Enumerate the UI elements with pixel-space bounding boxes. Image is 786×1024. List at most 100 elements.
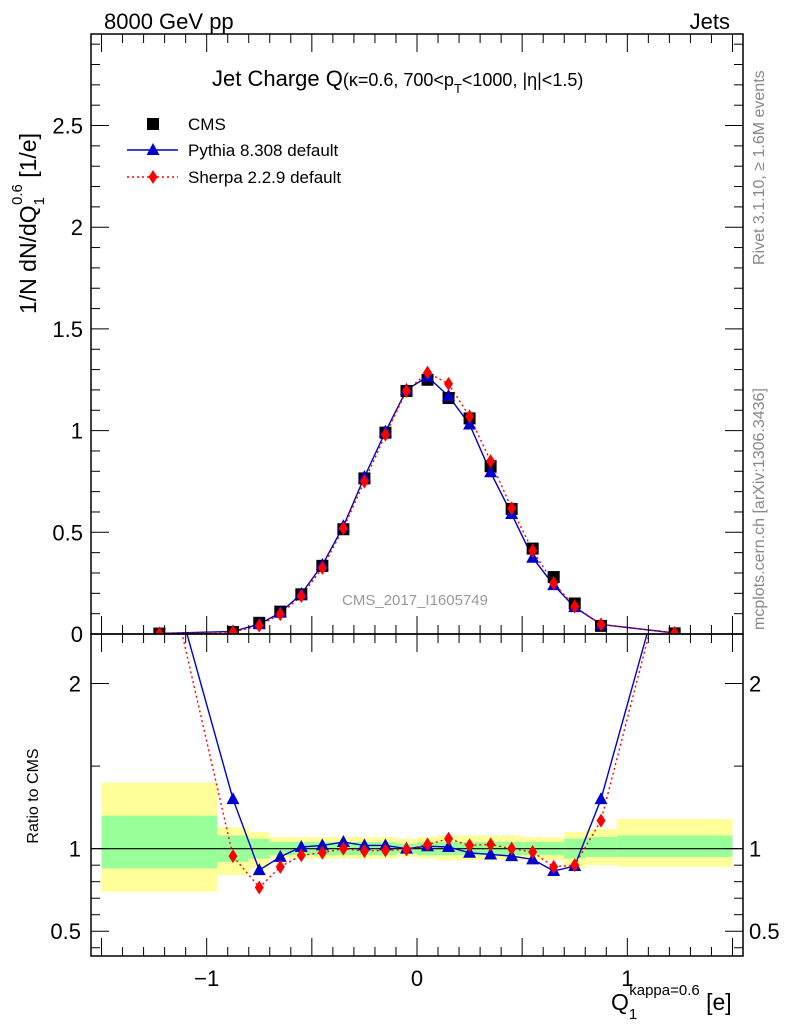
y-axis-label-main: 1/N dN/dQ <box>15 205 41 314</box>
sherpa-ratio-point <box>359 844 369 859</box>
sherpa-point <box>380 427 390 442</box>
uncertainty-bands <box>101 782 733 892</box>
sherpa-point <box>507 501 517 516</box>
sherpa-ratio-point <box>317 845 327 860</box>
pythia-ratio-point <box>315 838 329 851</box>
sherpa-point <box>549 576 559 591</box>
sherpa-point <box>528 543 538 558</box>
sherpa-point <box>228 625 238 634</box>
sherpa-ratio-point <box>380 843 390 858</box>
pythia-ratio-point <box>336 835 350 848</box>
ratio-y-axis-label: Ratio to CMS <box>25 748 42 843</box>
sherpa-point <box>465 409 475 424</box>
sherpa-point <box>275 607 285 622</box>
header-energy-label: 8000 GeV pp <box>104 9 234 34</box>
plot-title-sub-subscript: T <box>454 81 462 96</box>
rivet-version-label: Rivet 3.1.10, ≥ 1.6M events <box>751 70 768 265</box>
sherpa-ratio-point <box>570 858 580 873</box>
main-panel-markers <box>153 365 681 634</box>
header-process-label: Jets <box>690 9 730 34</box>
ratio-panel: 0.5 0.5 1 1 2 2 −1 0 1 <box>50 633 780 991</box>
y-axis-label: 1/N dN/dQ1 0.6 [1/e] <box>9 133 48 314</box>
mcplots-reference-label: mcplots.cern.ch [arXiv:1306.3436] <box>751 388 768 630</box>
main-y-tick-label: 0 <box>71 622 83 647</box>
legend: CMS Pythia 8.308 default Sherpa 2.2.9 defa… <box>127 115 341 187</box>
pythia-point <box>484 465 498 478</box>
x-axis-label-superscript: kappa=0.6 <box>629 982 699 999</box>
x-axis-label-main: Q <box>611 989 629 1015</box>
legend-label-cms: CMS <box>188 115 226 134</box>
sherpa-point <box>154 626 164 634</box>
sherpa-ratio-point <box>228 849 238 864</box>
x-axis-label: Q1 kappa=0.6 [e] <box>611 982 732 1023</box>
ratio-y-tick-label-right: 1 <box>749 837 761 862</box>
x-tick-label: 0 <box>411 966 423 991</box>
sherpa-ratio-point <box>423 837 433 852</box>
main-y-tick-label: 2 <box>71 215 83 240</box>
plot-title-sub-b: <1000, |η|<1.5) <box>462 70 583 90</box>
y-axis-label-subscript: 1 <box>31 197 48 205</box>
main-y-tick-label: 0.5 <box>52 520 83 545</box>
pythia-ratio-point <box>226 792 240 805</box>
y-axis-label-unit: [1/e] <box>15 133 41 184</box>
sherpa-point <box>296 588 306 603</box>
pythia-point <box>463 417 477 430</box>
y-axis-label-superscript: 0.6 <box>9 184 26 205</box>
ratio-y-tick-label-left: 1 <box>69 837 81 862</box>
sherpa-ratio-point <box>507 841 517 856</box>
main-y-tick-label: 1.5 <box>52 317 83 342</box>
uncertainty-band-green <box>101 815 218 869</box>
sherpa-ratio-point <box>444 831 454 846</box>
ratio-panel-markers <box>226 792 608 895</box>
main-y-tick-label: 1 <box>71 419 83 444</box>
x-axis-label-unit: [e] <box>700 989 732 1015</box>
sherpa-ratio-curve <box>181 634 650 889</box>
legend-label-pythia: Pythia 8.308 default <box>188 141 339 160</box>
sherpa-ratio-point <box>528 844 538 859</box>
uncertainty-band-green <box>616 835 733 857</box>
sherpa-ratio-point <box>338 841 348 856</box>
ratio-y-tick-label-left: 2 <box>69 672 81 697</box>
plot-title-sub-a: (κ=0.6, 700<p <box>343 70 454 90</box>
sherpa-point <box>359 474 369 489</box>
legend-marker-cms <box>147 118 159 130</box>
sherpa-ratio-point <box>254 880 264 895</box>
pythia-ratio-point <box>252 863 266 876</box>
legend-marker-sherpa <box>148 170 158 184</box>
ratio-y-tick-label-right: 0.5 <box>749 919 780 944</box>
pythia-ratio-point <box>484 847 498 860</box>
sherpa-point <box>444 376 454 391</box>
main-panel: 0 0.5 1 1.5 2 2.5 <box>52 33 744 647</box>
pythia-point <box>442 389 456 402</box>
plot-title-main: Jet Charge Q <box>212 66 343 91</box>
sherpa-point <box>401 383 411 398</box>
sherpa-point <box>317 560 327 575</box>
ratio-y-tick-label-left: 0.5 <box>50 919 81 944</box>
sherpa-ratio-point <box>596 813 606 828</box>
x-tick-label: 1 <box>621 966 633 991</box>
pythia-ratio-point <box>294 840 308 853</box>
sherpa-point <box>254 618 264 633</box>
sherpa-point <box>596 617 606 632</box>
ratio-panel-frame <box>90 633 744 957</box>
sherpa-ratio-point <box>486 837 496 852</box>
main-panel-axes: 0 0.5 1 1.5 2 2.5 <box>52 34 743 647</box>
sherpa-point <box>338 521 348 536</box>
ratio-y-tick-label-right: 2 <box>749 672 761 697</box>
ratio-panel-axes: 0.5 0.5 1 1 2 2 −1 0 1 <box>50 634 780 991</box>
x-tick-label: −1 <box>194 966 219 991</box>
pythia-ratio-point <box>594 792 608 805</box>
sherpa-ratio-point <box>549 859 559 874</box>
sherpa-ratio-point <box>465 838 475 853</box>
main-y-tick-label: 2.5 <box>52 114 83 139</box>
sherpa-point <box>570 599 580 614</box>
analysis-watermark: CMS_2017_I1605749 <box>342 592 488 609</box>
sherpa-ratio-point <box>296 848 306 863</box>
sherpa-point <box>423 365 433 380</box>
ratio-panel-series-lines <box>181 634 650 889</box>
sherpa-point <box>486 454 496 469</box>
x-axis-label-subscript: 1 <box>629 1006 637 1023</box>
sherpa-ratio-point <box>275 859 285 874</box>
uncertainty-band-green <box>585 837 617 857</box>
